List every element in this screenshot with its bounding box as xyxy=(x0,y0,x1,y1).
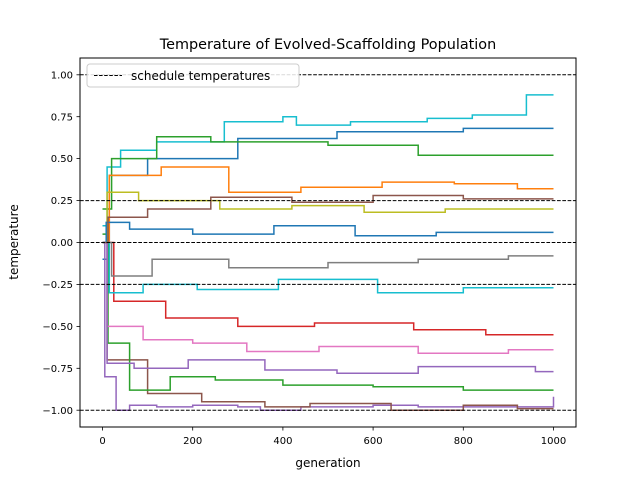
x-tick-label-200: 200 xyxy=(183,436,202,447)
y-tick-label-7: 0.75 xyxy=(51,112,73,123)
y-tick-label-2: −0.50 xyxy=(42,322,73,333)
x-tick-label-1000: 1000 xyxy=(541,436,566,447)
series-line-14 xyxy=(102,241,554,375)
y-tick-label-4: 0.00 xyxy=(51,238,73,249)
chart-title: Temperature of Evolved-Scaffolding Popul… xyxy=(159,37,496,53)
series-line-7 xyxy=(102,241,554,354)
series-line-13 xyxy=(102,241,554,294)
y-tick-label-3: −0.25 xyxy=(42,280,73,291)
series-line-5 xyxy=(102,241,554,411)
series-line-3 xyxy=(102,136,554,210)
series-line-9 xyxy=(102,241,554,336)
series-line-11 xyxy=(102,241,554,277)
series-line-4 xyxy=(102,241,555,411)
plot-series-group xyxy=(102,94,555,411)
series-line-12 xyxy=(102,221,554,244)
y-axis-label: temperature xyxy=(7,204,21,279)
x-axis: 0 200 400 600 800 1000 xyxy=(99,427,566,447)
legend-box xyxy=(86,63,300,88)
x-tick-label-400: 400 xyxy=(273,436,292,447)
series-line-15 xyxy=(102,194,554,244)
x-tick-label-800: 800 xyxy=(454,436,473,447)
y-axis: −1.00 −0.75 −0.50 −0.25 0.00 0.25 0.50 0.75 1.00 xyxy=(42,70,80,417)
y-tick-label-5: 0.25 xyxy=(51,196,73,207)
legend-entry-schedule-temperatures: schedule temperatures xyxy=(131,69,270,83)
x-tick-label-600: 600 xyxy=(364,436,383,447)
y-tick-label-0: −1.00 xyxy=(42,406,73,417)
y-tick-label-1: −0.75 xyxy=(42,364,73,375)
x-tick-label-0: 0 xyxy=(99,436,105,447)
y-tick-label-6: 0.50 xyxy=(51,154,73,165)
legend: schedule temperatures xyxy=(86,63,300,88)
series-line-6 xyxy=(102,233,554,391)
series-line-10 xyxy=(102,191,554,244)
y-tick-label-8: 1.00 xyxy=(51,70,73,81)
series-line-8 xyxy=(102,166,554,244)
x-axis-label: generation xyxy=(295,456,360,470)
